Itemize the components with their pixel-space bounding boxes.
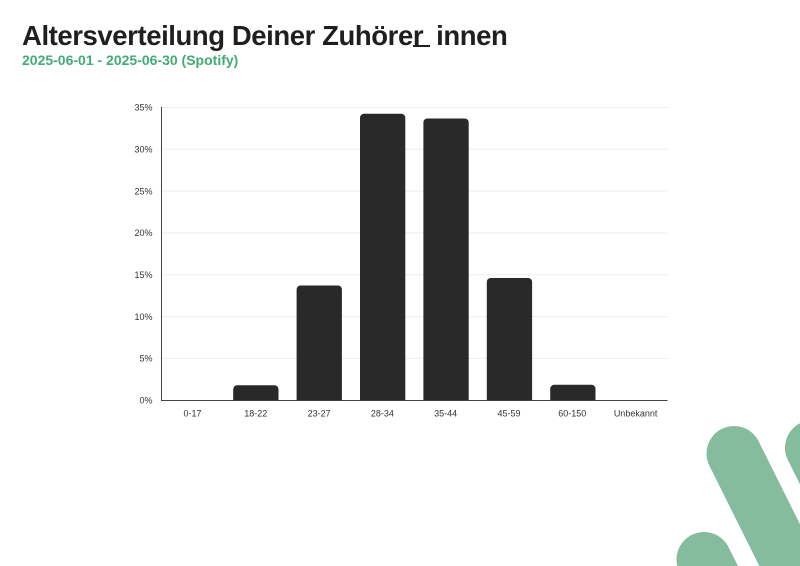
svg-text:23-27: 23-27 <box>308 409 331 419</box>
svg-text:18-22: 18-22 <box>244 409 267 419</box>
svg-text:45-59: 45-59 <box>497 409 520 419</box>
svg-text:25%: 25% <box>134 186 152 196</box>
svg-text:60-150: 60-150 <box>558 409 586 419</box>
svg-text:Unbekannt: Unbekannt <box>614 409 658 419</box>
svg-text:0-17: 0-17 <box>183 409 201 419</box>
svg-text:28-34: 28-34 <box>371 409 394 419</box>
svg-text:10%: 10% <box>134 312 152 322</box>
svg-text:35-44: 35-44 <box>434 409 457 419</box>
svg-text:15%: 15% <box>134 270 152 280</box>
svg-text:30%: 30% <box>134 145 152 155</box>
svg-text:20%: 20% <box>134 228 152 238</box>
svg-text:5%: 5% <box>139 354 152 364</box>
svg-text:0%: 0% <box>139 396 152 406</box>
svg-text:35%: 35% <box>134 103 152 113</box>
